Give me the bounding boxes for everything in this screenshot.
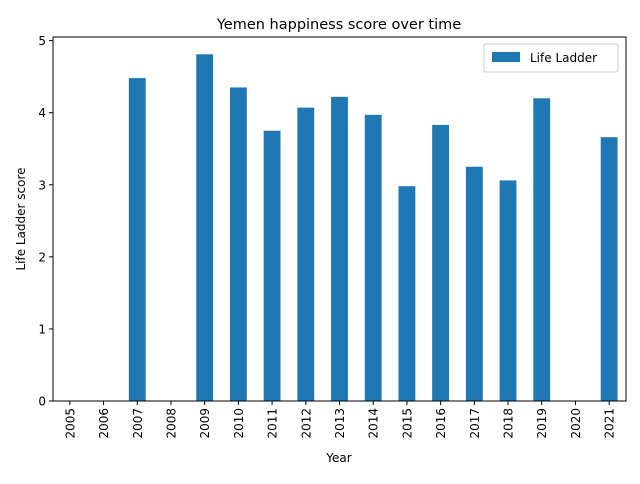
- y-tick-label: 5: [38, 34, 46, 48]
- y-tick-label: 4: [38, 106, 46, 120]
- x-tick-label: 2006: [97, 408, 111, 439]
- x-tick-label: 2005: [63, 408, 77, 439]
- x-tick-label: 2015: [400, 408, 414, 439]
- y-tick-label: 0: [38, 395, 46, 409]
- bar-2011: [263, 130, 281, 401]
- bar-2018: [499, 180, 517, 401]
- bar-2016: [432, 124, 450, 401]
- y-tick-label: 1: [38, 322, 46, 336]
- x-tick-label: 2012: [299, 408, 313, 439]
- plot-frame: [52, 36, 627, 402]
- bar-2010: [229, 87, 247, 402]
- y-axis-label: Life Ladder score: [14, 167, 28, 270]
- y-axis: 0 1 2 3 4 5: [38, 34, 53, 409]
- x-tick-label: 2013: [333, 408, 347, 439]
- bar-2021: [600, 137, 618, 401]
- legend-swatch: [492, 52, 520, 62]
- x-tick-label: 2021: [603, 408, 617, 439]
- x-tick-label: 2020: [569, 408, 583, 439]
- bar-2014: [364, 114, 382, 401]
- bar-2019: [533, 98, 551, 402]
- x-tick-label: 2016: [434, 408, 448, 439]
- bar-2009: [196, 54, 214, 402]
- plot-bars: [128, 54, 618, 402]
- y-tick-label: 2: [38, 250, 46, 264]
- x-tick-label: 2019: [535, 408, 549, 439]
- x-axis: 2005 2006 2007 2008 2009 2010 2011 2012 2013 2014…: [63, 401, 617, 439]
- legend: Life Ladder: [483, 43, 619, 73]
- bar-2013: [331, 96, 348, 401]
- x-tick-label: 2014: [367, 408, 381, 439]
- x-tick-label: 2007: [131, 408, 145, 439]
- legend-box: [483, 43, 619, 73]
- x-tick-label: 2009: [198, 408, 212, 439]
- x-tick-label: 2018: [502, 408, 516, 439]
- bar-2015: [398, 186, 416, 401]
- x-tick-label: 2008: [164, 408, 178, 439]
- x-tick-label: 2011: [266, 408, 280, 439]
- bar-2007: [128, 78, 146, 401]
- chart-title: Yemen happiness score over time: [216, 17, 461, 33]
- x-axis-label: Year: [325, 451, 351, 465]
- legend-label: Life Ladder: [530, 51, 597, 65]
- y-tick-label: 3: [38, 178, 46, 192]
- bar-2017: [465, 166, 483, 401]
- bar-2012: [297, 107, 315, 401]
- x-tick-label: 2017: [468, 408, 482, 439]
- x-tick-label: 2010: [232, 408, 246, 439]
